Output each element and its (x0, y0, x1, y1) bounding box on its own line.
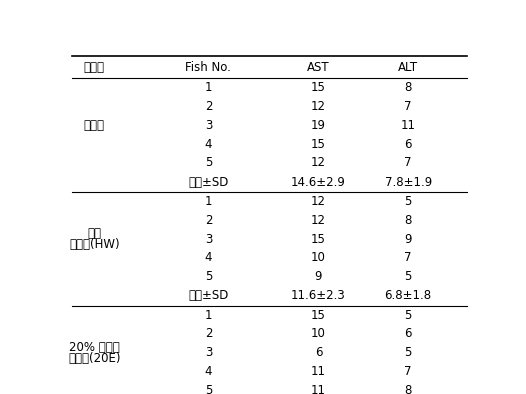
Text: AST: AST (307, 61, 330, 74)
Text: 5: 5 (404, 346, 412, 359)
Text: 4: 4 (205, 138, 212, 151)
Text: 3: 3 (205, 119, 212, 132)
Text: 6: 6 (315, 346, 322, 359)
Text: 15: 15 (311, 81, 326, 94)
Text: 4: 4 (205, 365, 212, 378)
Text: 2: 2 (205, 100, 212, 113)
Text: 7: 7 (404, 156, 412, 169)
Text: 5: 5 (404, 195, 412, 208)
Text: 1: 1 (205, 195, 212, 208)
Text: 9: 9 (315, 270, 322, 283)
Text: 2: 2 (205, 327, 212, 340)
Text: 2: 2 (205, 214, 212, 227)
Text: 15: 15 (311, 232, 326, 245)
Text: 8: 8 (404, 81, 412, 94)
Text: 1: 1 (205, 309, 212, 322)
Text: Fish No.: Fish No. (186, 61, 231, 74)
Text: 14.6±2.9: 14.6±2.9 (291, 176, 346, 189)
Text: 5: 5 (205, 384, 212, 394)
Text: 19: 19 (311, 119, 326, 132)
Text: 대조구: 대조구 (84, 119, 105, 132)
Text: 9: 9 (404, 232, 412, 245)
Text: 6: 6 (404, 138, 412, 151)
Text: 투여구: 투여구 (84, 61, 105, 74)
Text: 15: 15 (311, 309, 326, 322)
Text: 열수: 열수 (87, 227, 102, 240)
Text: 7: 7 (404, 251, 412, 264)
Text: 15: 15 (311, 138, 326, 151)
Text: 8: 8 (404, 214, 412, 227)
Text: 1: 1 (205, 81, 212, 94)
Text: 10: 10 (311, 327, 326, 340)
Text: 6.8±1.8: 6.8±1.8 (385, 290, 432, 303)
Text: 5: 5 (205, 270, 212, 283)
Text: 6: 6 (404, 327, 412, 340)
Text: 3: 3 (205, 232, 212, 245)
Text: 20% 에탄올: 20% 에탄올 (69, 340, 119, 353)
Text: 평균±SD: 평균±SD (188, 290, 229, 303)
Text: 추출물(20E): 추출물(20E) (68, 352, 120, 365)
Text: 7.8±1.9: 7.8±1.9 (385, 176, 432, 189)
Text: 12: 12 (311, 195, 326, 208)
Text: 12: 12 (311, 214, 326, 227)
Text: 12: 12 (311, 100, 326, 113)
Text: 8: 8 (404, 384, 412, 394)
Text: 5: 5 (205, 156, 212, 169)
Text: 11: 11 (311, 384, 326, 394)
Text: 11.6±2.3: 11.6±2.3 (291, 290, 346, 303)
Text: 12: 12 (311, 156, 326, 169)
Text: 7: 7 (404, 100, 412, 113)
Text: 3: 3 (205, 346, 212, 359)
Text: 7: 7 (404, 365, 412, 378)
Text: 5: 5 (404, 309, 412, 322)
Text: 10: 10 (311, 251, 326, 264)
Text: 추출물(HW): 추출물(HW) (69, 238, 119, 251)
Text: 4: 4 (205, 251, 212, 264)
Text: 5: 5 (404, 270, 412, 283)
Text: 평균±SD: 평균±SD (188, 176, 229, 189)
Text: 11: 11 (311, 365, 326, 378)
Text: 11: 11 (401, 119, 416, 132)
Text: ALT: ALT (398, 61, 418, 74)
